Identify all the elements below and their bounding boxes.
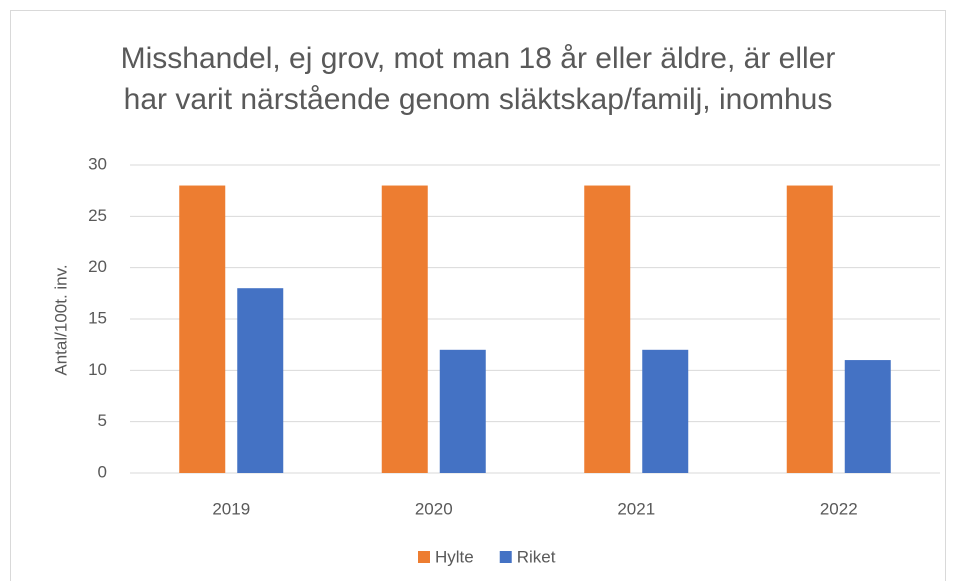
bar xyxy=(381,185,428,474)
x-tick-label: 2019 xyxy=(212,499,250,518)
y-tick-label: 15 xyxy=(88,308,107,327)
legend-swatch xyxy=(499,551,512,563)
y-tick-label: 10 xyxy=(88,360,107,379)
bar xyxy=(844,360,891,473)
y-axis-label: Antal/100t. inv. xyxy=(51,264,70,375)
y-tick-label: 20 xyxy=(88,257,107,276)
y-tick-label: 0 xyxy=(98,462,107,481)
x-tick-label: 2021 xyxy=(617,499,655,518)
bar xyxy=(584,185,631,474)
bar xyxy=(237,288,284,473)
legend-label: Hylte xyxy=(435,547,474,566)
chart-title: Misshandel, ej grov, mot man 18 år eller… xyxy=(120,42,836,116)
bar xyxy=(439,349,486,473)
y-tick-label: 25 xyxy=(88,206,107,225)
x-tick-label: 2022 xyxy=(820,499,858,518)
bar xyxy=(642,349,689,473)
legend-swatch xyxy=(418,551,430,563)
bar xyxy=(786,185,833,474)
y-tick-label: 30 xyxy=(88,154,107,173)
y-tick-label: 5 xyxy=(98,411,107,430)
x-tick-label: 2020 xyxy=(415,499,453,518)
bar xyxy=(179,185,226,474)
legend-label: Riket xyxy=(517,547,556,566)
